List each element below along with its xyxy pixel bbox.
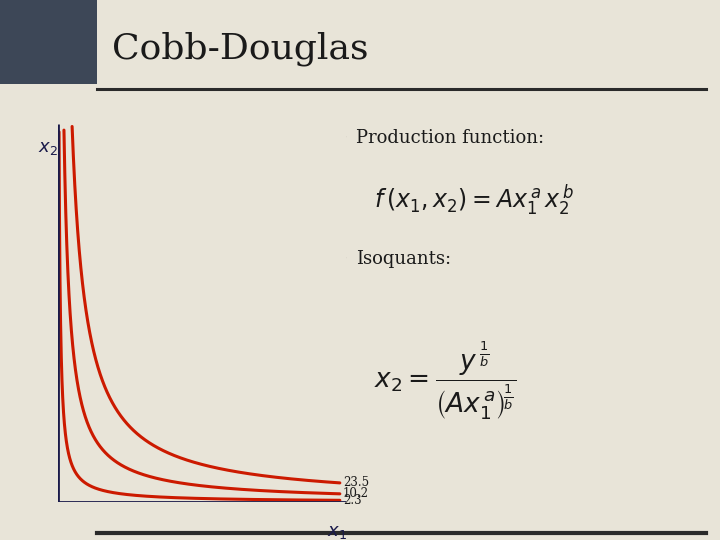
Text: 2.3: 2.3: [343, 494, 361, 507]
Text: ❖: ❖: [335, 131, 347, 145]
Text: $x_2$: $x_2$: [37, 139, 58, 157]
Bar: [0, 0, 97, 84]
Text: Isoquants:: Isoquants:: [356, 250, 451, 268]
Text: Cobb-Douglas: Cobb-Douglas: [112, 31, 368, 66]
Text: 10.2: 10.2: [343, 487, 369, 501]
Text: $x_2 = \dfrac{y^{\,\frac{1}{b}}}{\left(A x_1^{\,a}\right)^{\!\frac{1}{b}}}$: $x_2 = \dfrac{y^{\,\frac{1}{b}}}{\left(A…: [374, 339, 518, 422]
Text: Production function:: Production function:: [356, 129, 544, 147]
Text: ❖: ❖: [335, 252, 347, 266]
Text: 23.5: 23.5: [343, 476, 369, 489]
Text: $f\,(x_1, x_2) = A x_1^{\,a}\, x_2^{\,b}$: $f\,(x_1, x_2) = A x_1^{\,a}\, x_2^{\,b}…: [374, 182, 575, 218]
Text: $x_1$: $x_1$: [327, 523, 347, 540]
